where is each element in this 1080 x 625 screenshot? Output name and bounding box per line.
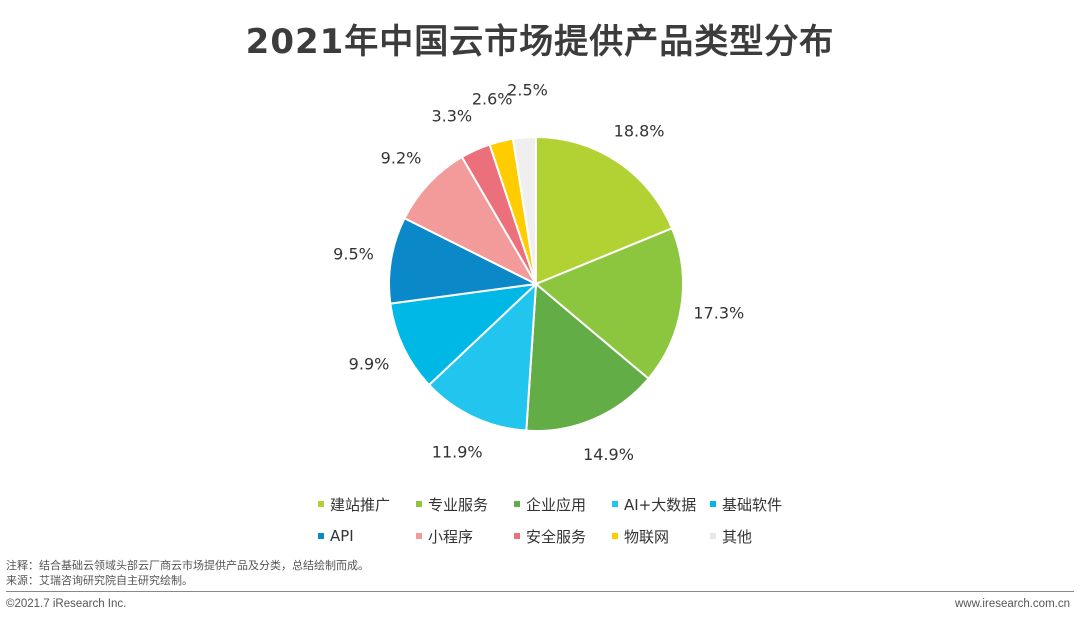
legend-item: 专业服务 (416, 494, 514, 515)
legend-swatch (514, 501, 520, 507)
pie-slice-10 (511, 135, 537, 285)
pie-slice-6 (387, 216, 540, 305)
pie-data-label-10: 2.5% (507, 81, 548, 100)
legend-item: 企业应用 (514, 494, 612, 515)
legend-swatch (416, 501, 422, 507)
note-text: 注释：结合基础云领域头部云厂商云市场提供产品及分类，总结绘制而成。 (6, 559, 369, 572)
legend-item: 安全服务 (514, 526, 612, 547)
legend-swatch (612, 501, 618, 507)
legend-label: 建站推广 (330, 495, 391, 514)
copyright-text: ©2021.7 iResearch Inc. (6, 598, 127, 610)
legend-label: 其他 (722, 527, 753, 546)
legend-label: API (330, 527, 354, 545)
pie-chart: 18.8% 17.3% 14.9% 11.9% 9.9% 9.5% 9.2% 3.3%2.6%… (333, 81, 744, 465)
legend-item: AI+大数据 (612, 494, 710, 515)
chart-legend: 建站推广 专业服务 企业应用 AI+大数据 基础软件 API 小程序 安全服务 物联网 其他 (318, 488, 818, 552)
legend-item: 小程序 (416, 526, 514, 547)
pie-slice-7 (403, 155, 539, 287)
legend-row-1: 建站推广 专业服务 企业应用 AI+大数据 基础软件 (318, 488, 818, 520)
legend-label: AI+大数据 (624, 495, 697, 514)
pie-data-label-1: 18.8% (614, 121, 665, 140)
pie-data-label-3: 14.9% (583, 445, 634, 464)
pie-slice-4 (427, 281, 538, 432)
pie-slices (387, 135, 684, 432)
chart-title: 2021年中国云市场提供产品类型分布 (245, 22, 835, 62)
website-link[interactable]: www.iresearch.com.cn (954, 598, 1070, 610)
legend-label: 物联网 (624, 527, 670, 546)
legend-swatch (514, 533, 520, 539)
legend-label: 专业服务 (428, 495, 489, 514)
legend-item: 基础软件 (710, 494, 808, 515)
pie-data-label-8: 3.3% (431, 106, 472, 125)
legend-item: API (318, 527, 416, 545)
pie-data-label-5: 9.9% (349, 355, 390, 374)
legend-item: 物联网 (612, 526, 710, 547)
pie-slice-5 (389, 282, 539, 387)
pie-data-label-6: 9.5% (333, 245, 374, 264)
legend-row-2: API 小程序 安全服务 物联网 其他 (318, 520, 818, 552)
pie-slice-1 (535, 135, 674, 286)
legend-label: 企业应用 (526, 495, 587, 514)
legend-label: 安全服务 (526, 527, 587, 546)
legend-swatch (612, 533, 618, 539)
legend-item: 其他 (710, 526, 808, 547)
legend-swatch (710, 533, 716, 539)
legend-label: 小程序 (428, 527, 474, 546)
pie-data-label-9: 2.6% (472, 89, 513, 108)
legend-swatch (416, 533, 422, 539)
pie-labels: 18.8% 17.3% 14.9% 11.9% 9.9% 9.5% 9.2% 3.3%2.6%… (333, 81, 744, 465)
legend-swatch (710, 501, 716, 507)
pie-data-label-4: 11.9% (432, 442, 483, 461)
pie-data-label-7: 9.2% (381, 149, 422, 168)
pie-slice-2 (534, 227, 684, 381)
source-text: 来源：艾瑞咨询研究院自主研究绘制。 (6, 574, 193, 587)
pie-data-label-2: 17.3% (693, 304, 744, 323)
chart-notes: 注释：结合基础云领域头部云厂商云市场提供产品及分类，总结绘制而成。 来源：艾瑞咨… (6, 558, 369, 588)
pie-slice-3 (525, 281, 650, 432)
legend-swatch (318, 501, 324, 507)
legend-swatch (318, 533, 324, 539)
footer-divider (6, 591, 1074, 592)
legend-label: 基础软件 (722, 495, 783, 514)
legend-item: 建站推广 (318, 494, 416, 515)
